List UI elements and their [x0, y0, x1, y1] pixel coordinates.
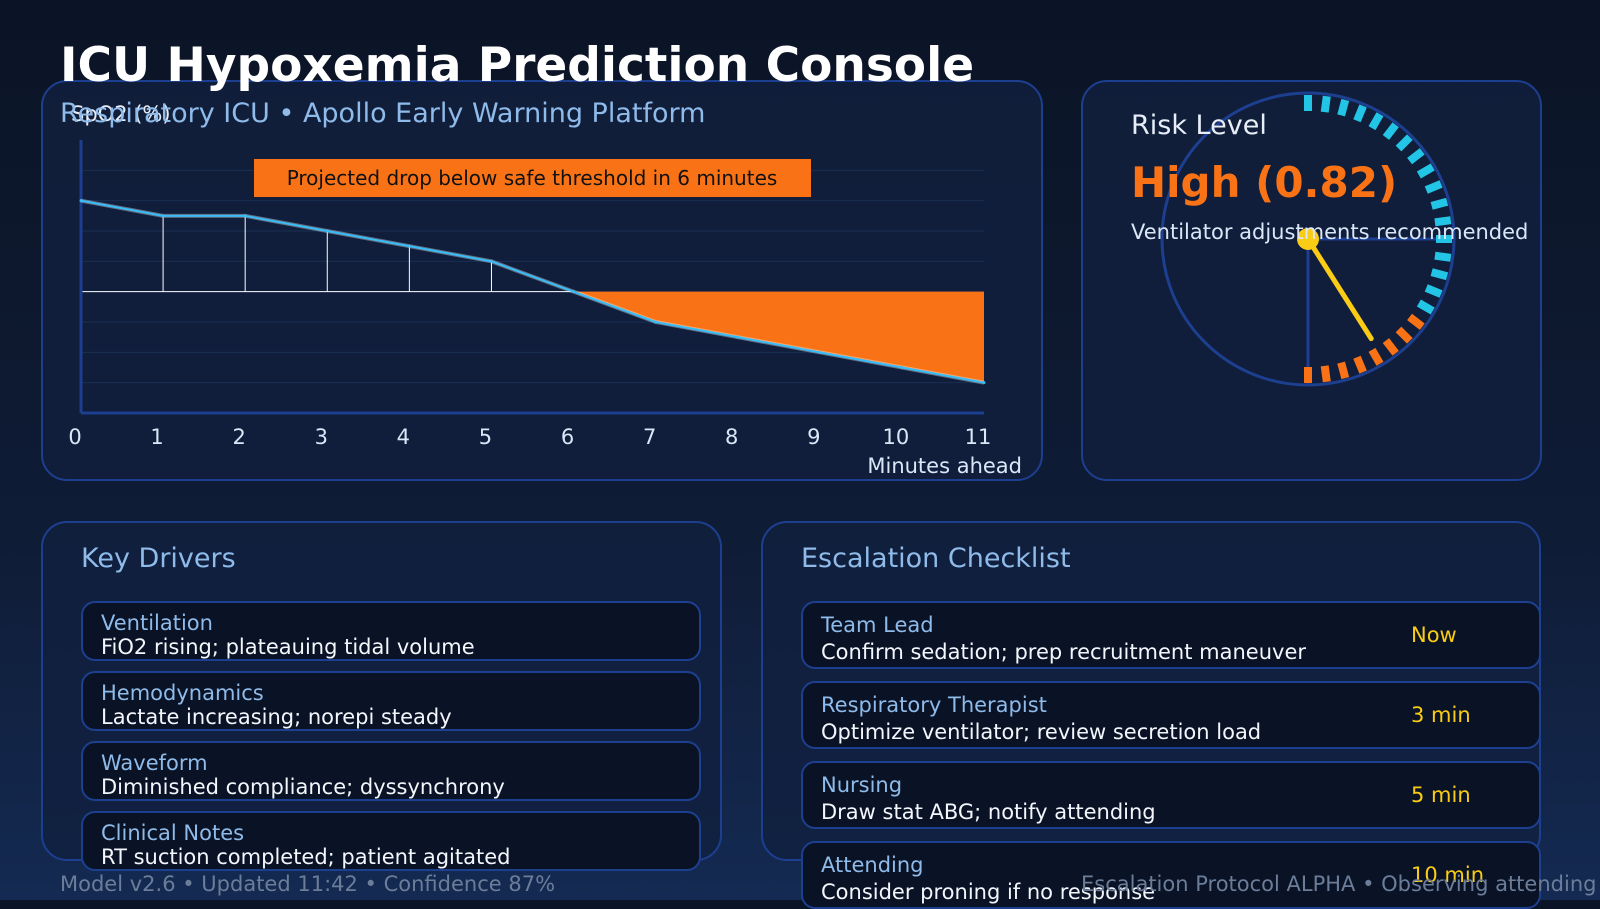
driver-title: Hemodynamics — [101, 681, 264, 705]
x-axis-label: Minutes ahead — [867, 454, 1022, 478]
forecast-point — [407, 244, 411, 248]
driver-title: Ventilation — [101, 611, 213, 635]
x-tick-label: 0 — [68, 425, 81, 449]
x-tick-label: 4 — [397, 425, 410, 449]
x-tick-label: 5 — [479, 425, 492, 449]
gauge-tick — [1416, 163, 1435, 179]
x-tick-label: 8 — [725, 425, 738, 449]
footer-escalation-protocol: Escalation Protocol ALPHA • Observing at… — [1081, 872, 1597, 896]
x-tick-label: 6 — [561, 425, 574, 449]
escalation-heading: Escalation Checklist — [801, 543, 1071, 574]
gauge-tick — [1424, 284, 1443, 298]
forecast-point — [736, 335, 740, 339]
escalation-eta: 10 min — [1411, 863, 1484, 887]
escalation-action: Draw stat ABG; notify attending — [821, 800, 1156, 824]
driver-card-clinical-notes[interactable]: Clinical Notes RT suction completed; pat… — [81, 811, 701, 871]
x-tick-label: 2 — [232, 425, 245, 449]
key-drivers-heading: Key Drivers — [81, 543, 236, 574]
gauge-tick — [1368, 347, 1384, 366]
y-axis-label: SpO2 (%) — [71, 102, 171, 126]
spo2-forecast-chart: 0 1 2 3 4 5 6 7 8 9 10 11 SpO2 (%) Minutes ahead Pr… — [68, 102, 1022, 478]
x-tick-label: 10 — [883, 425, 910, 449]
annotation-text: Projected drop below safe threshold in 6… — [287, 166, 778, 190]
forecast-point — [982, 381, 986, 385]
gauge-tick — [1407, 313, 1425, 330]
page-title: ICU Hypoxemia Prediction Console — [60, 38, 975, 93]
x-tick-label: 9 — [807, 425, 820, 449]
gauge-tick — [1320, 95, 1331, 113]
driver-title: Waveform — [101, 751, 208, 775]
risk-gauge — [1160, 91, 1456, 387]
escalation-action: Optimize ventilator; review secretion lo… — [821, 720, 1262, 744]
forecast-point — [818, 350, 822, 354]
escalation-item-team-lead[interactable]: Team Lead Confirm sedation; prep recruit… — [801, 601, 1541, 669]
risk-title: Risk Level — [1131, 110, 1267, 141]
escalation-role: Team Lead — [821, 613, 934, 637]
forecast-point — [489, 259, 493, 263]
shortfall-area — [573, 291, 984, 383]
page-subtitle: Respiratory ICU • Apollo Early Warning P… — [60, 98, 706, 129]
gauge-tick — [1382, 338, 1399, 356]
escalation-role: Attending — [821, 853, 924, 877]
escalation-checklist-panel: Escalation Checklist Team Lead Confirm s… — [761, 521, 1541, 909]
spo2-forecast-panel: 0 1 2 3 4 5 6 7 8 9 10 11 SpO2 (%) Minutes ahead Pr… — [41, 80, 1043, 481]
x-tick-label: 3 — [315, 425, 328, 449]
gauge-tick — [1395, 326, 1413, 344]
risk-value: High (0.82) — [1131, 158, 1398, 207]
driver-card-ventilation[interactable]: Ventilation FiO2 rising; plateauing tida… — [81, 601, 701, 661]
gauge-tick — [1407, 148, 1425, 165]
gauge-tick — [1353, 104, 1367, 123]
x-tick-label: 11 — [965, 425, 992, 449]
forecast-point — [161, 214, 165, 218]
risk-recommendation: Ventilator adjustments recommended — [1131, 220, 1529, 244]
forecast-point — [654, 320, 658, 324]
escalation-eta: Now — [1411, 623, 1457, 647]
escalation-action: Confirm sedation; prep recruitment maneu… — [821, 640, 1306, 664]
escalation-eta: 5 min — [1411, 783, 1471, 807]
risk-level-panel: Risk Level High (0.82) Ventilator adjust… — [1081, 80, 1542, 481]
gauge-hub — [1297, 228, 1319, 250]
gauge-tick — [1353, 355, 1367, 374]
gauge-tick — [1416, 299, 1435, 315]
driver-detail: FiO2 rising; plateauing tidal volume — [101, 635, 475, 659]
x-tick-label: 1 — [150, 425, 163, 449]
gauge-tick — [1337, 361, 1350, 380]
forecast-point — [243, 214, 247, 218]
gauge-tick — [1368, 112, 1384, 131]
forecast-line — [80, 199, 985, 384]
escalation-eta: 3 min — [1411, 703, 1471, 727]
gauge-tick — [1434, 251, 1452, 262]
driver-detail: Lactate increasing; norepi steady — [101, 705, 452, 729]
driver-title: Clinical Notes — [101, 821, 245, 845]
escalation-role: Nursing — [821, 773, 903, 797]
escalation-item-respiratory-therapist[interactable]: Respiratory Therapist Optimize ventilato… — [801, 681, 1541, 749]
forecast-point — [900, 366, 904, 369]
footer-model-status: Model v2.6 • Updated 11:42 • Confidence … — [60, 872, 556, 896]
gauge-tick — [1434, 216, 1452, 227]
annotation-box — [254, 159, 811, 197]
gauge-tick — [1382, 122, 1399, 140]
gauge-tick — [1337, 98, 1350, 117]
forecast-point — [79, 199, 83, 203]
escalation-item-nursing[interactable]: Nursing Draw stat ABG; notify attending … — [801, 761, 1541, 829]
gauge-tick — [1395, 134, 1413, 152]
forecast-point — [325, 229, 329, 233]
forecast-point — [572, 290, 576, 294]
driver-detail: RT suction completed; patient agitated — [101, 845, 511, 869]
x-tick-label: 7 — [643, 425, 656, 449]
driver-card-hemodynamics[interactable]: Hemodynamics Lactate increasing; norepi … — [81, 671, 701, 731]
driver-detail: Diminished compliance; dyssynchrony — [101, 775, 505, 799]
escalation-role: Respiratory Therapist — [821, 693, 1047, 717]
gauge-tick — [1430, 197, 1449, 210]
gauge-tick — [1320, 365, 1331, 383]
driver-card-waveform[interactable]: Waveform Diminished compliance; dyssynch… — [81, 741, 701, 801]
gauge-tick — [1430, 268, 1449, 281]
key-drivers-panel: Key Drivers Ventilation FiO2 rising; pla… — [41, 521, 722, 871]
gauge-tick — [1424, 180, 1443, 194]
gauge-needle — [1305, 236, 1374, 342]
